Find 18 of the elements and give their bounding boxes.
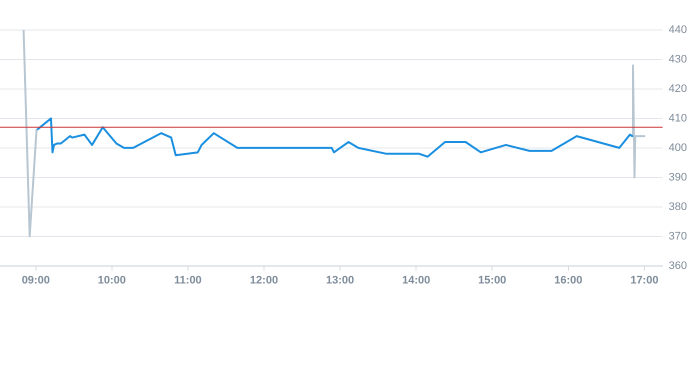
y-tick-label: 410 <box>668 112 688 124</box>
x-tick-label: 12:00 <box>250 274 278 286</box>
y-tick-label: 400 <box>668 142 688 154</box>
x-tick-label: 17:00 <box>630 274 658 286</box>
y-tick-label: 440 <box>668 24 688 36</box>
x-tick-label: 10:00 <box>98 274 126 286</box>
x-tick-label: 11:00 <box>174 274 202 286</box>
y-tick-label: 430 <box>668 54 688 66</box>
x-tick-label: 15:00 <box>478 274 506 286</box>
y-tick-label: 370 <box>668 230 688 242</box>
y-tick-label: 390 <box>668 171 688 184</box>
x-tick-label: 16:00 <box>554 274 582 286</box>
y-tick-label: 360 <box>668 260 688 272</box>
x-tick-label: 09:00 <box>22 274 50 286</box>
x-tick-label: 14:00 <box>402 274 430 286</box>
x-tick-label: 13:00 <box>326 274 354 286</box>
y-tick-label: 420 <box>668 82 688 95</box>
y-tick-label: 380 <box>668 200 688 213</box>
